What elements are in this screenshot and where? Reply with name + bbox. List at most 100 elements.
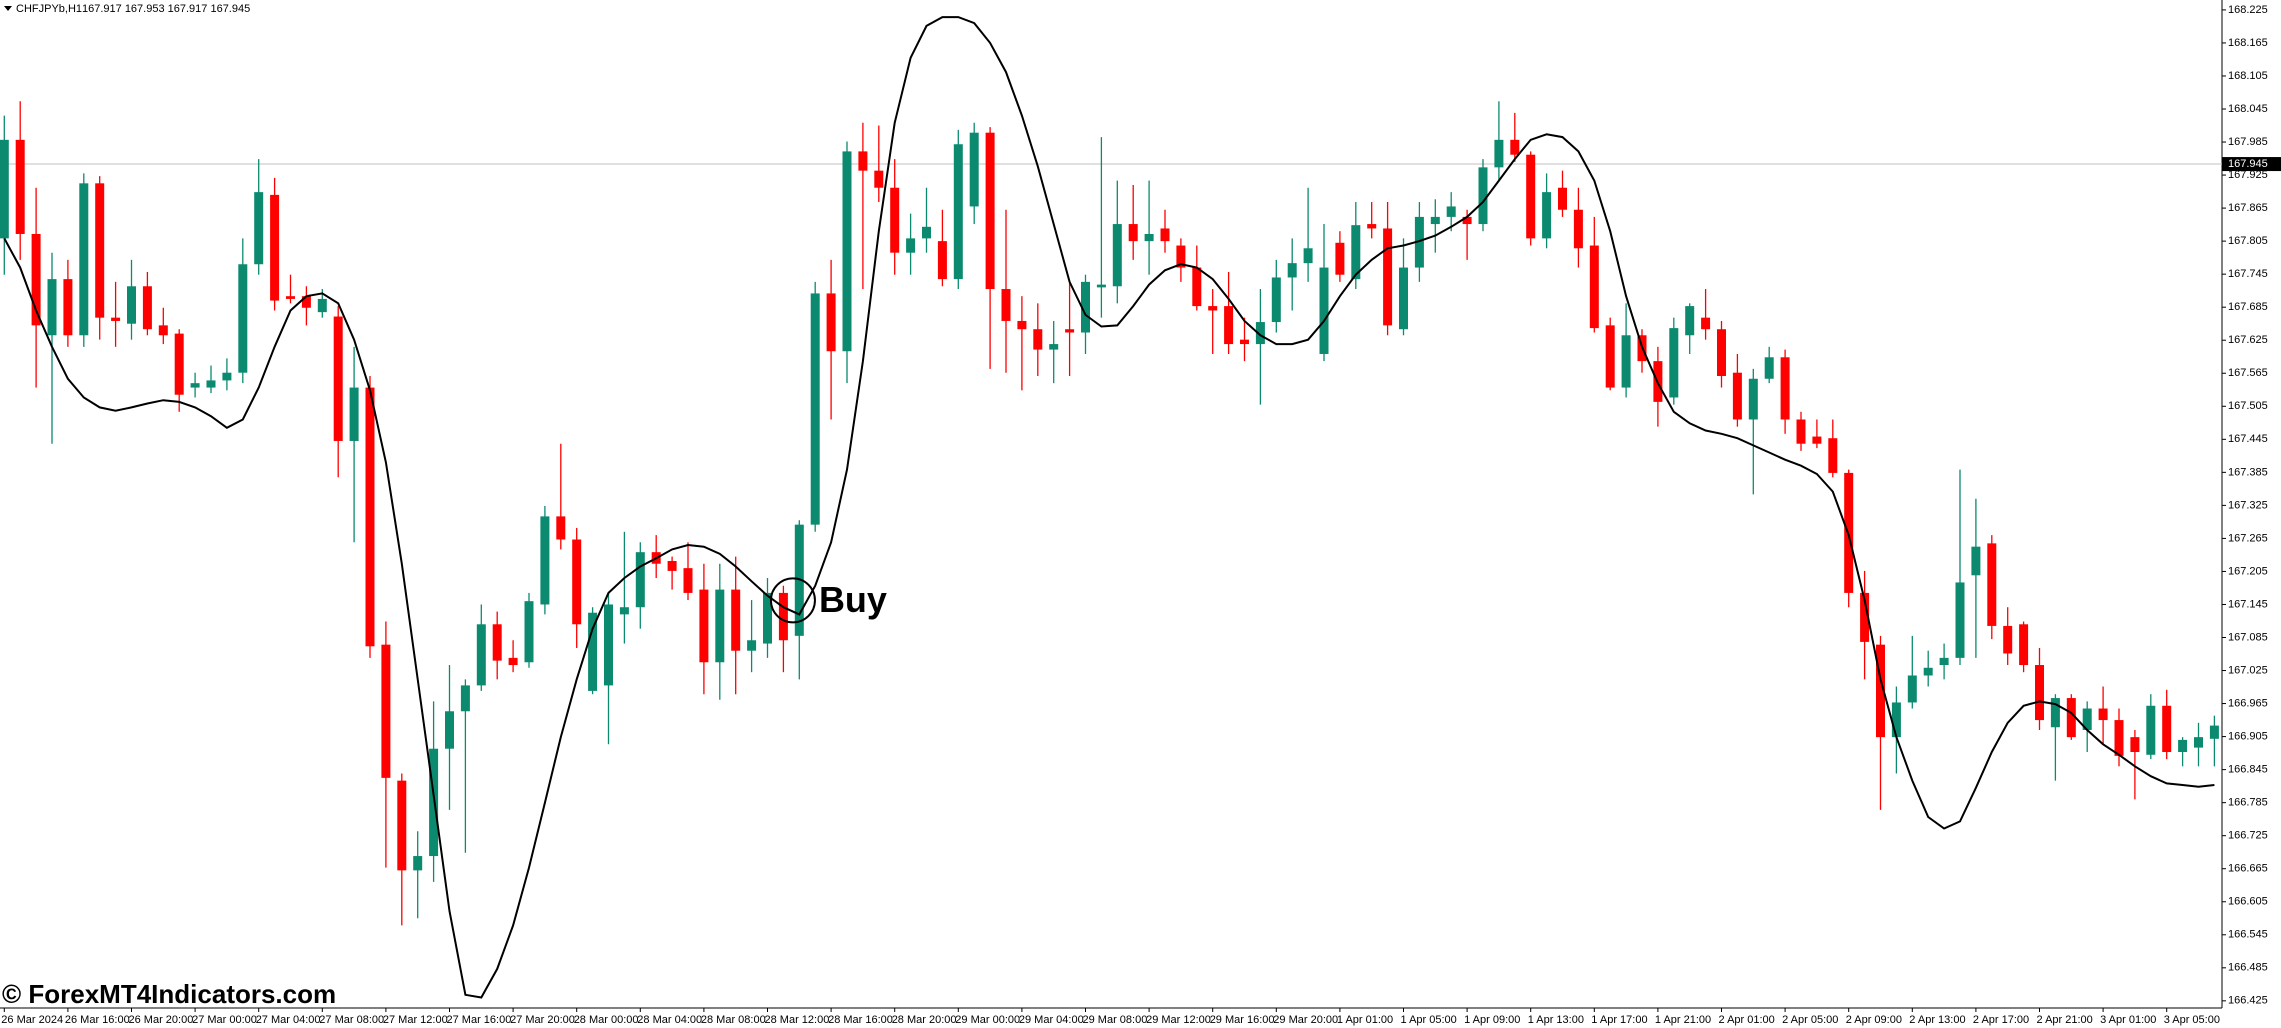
y-tick-label: 166.425 [2228,995,2268,1007]
y-tick-label: 166.725 [2228,830,2268,842]
candle-body [2114,720,2124,756]
candle-body [429,748,439,857]
candle-body [460,685,470,712]
candle-body [508,657,518,666]
candle-body [763,592,772,644]
x-tick-label: 29 Mar 20:00 [1273,1014,1338,1026]
x-tick-label: 29 Mar 12:00 [1146,1014,1211,1026]
x-tick-label: 27 Mar 20:00 [510,1014,575,1026]
y-tick-label: 168.045 [2228,103,2268,115]
candle-body [238,264,248,373]
x-tick-label: 29 Mar 16:00 [1210,1014,1275,1026]
candle-body [810,293,820,525]
candle-body [95,183,105,318]
candle-body [1573,209,1583,249]
candle-body [2146,705,2156,755]
candle-body [953,144,963,280]
candle-body [1001,289,1011,321]
candle-body [699,589,709,663]
x-tick-label: 2 Apr 01:00 [1719,1014,1775,1026]
candle-body [63,279,73,336]
candle-body [190,383,200,388]
candle-body [1685,306,1695,336]
candle-body [731,589,741,651]
candle-body [858,151,868,171]
y-tick-label: 166.485 [2228,962,2268,974]
candle-body [1430,216,1440,225]
watermark: © ForexMT4Indicators.com [2,979,336,1009]
candle-body [747,640,757,651]
candle-body [1446,206,1456,217]
candle-body [1732,372,1742,420]
x-tick-label: 29 Mar 04:00 [1019,1014,1084,1026]
candle-body [2209,725,2219,739]
y-tick-label: 166.905 [2228,731,2268,743]
candle-body [349,387,359,441]
y-tick-label: 167.925 [2228,169,2268,181]
candle-body [1414,216,1424,268]
x-tick-label: 26 Mar 16:00 [65,1014,130,1026]
candle-body [1780,357,1790,420]
y-tick-label: 167.745 [2228,268,2268,280]
y-tick-label: 167.685 [2228,301,2268,313]
ohlc-text: 167.917 167.953 167.917 167.945 [82,3,250,15]
candle-body [1621,335,1631,388]
candle-body [1605,325,1615,388]
x-tick-label: 1 Apr 13:00 [1528,1014,1584,1026]
x-tick-label: 27 Mar 08:00 [319,1014,384,1026]
x-tick-label: 1 Apr 21:00 [1655,1014,1711,1026]
candle-body [1526,154,1536,239]
y-tick-label: 167.325 [2228,499,2268,511]
y-tick-label: 167.865 [2228,202,2268,214]
candle-body [1764,357,1774,379]
candle-body [922,226,931,239]
candle-body [2130,737,2140,753]
candle-body [1987,543,1997,626]
x-tick-label: 28 Mar 08:00 [701,1014,766,1026]
current-price-box [2222,157,2281,172]
x-tick-label: 26 Mar 2024 [1,1014,63,1026]
y-tick-label: 166.665 [2228,863,2268,875]
y-tick-label: 166.845 [2228,764,2268,776]
candle-body [635,552,645,608]
y-tick-label: 168.165 [2228,37,2268,49]
candle-body [1208,306,1218,311]
y-tick-label: 167.805 [2228,235,2268,247]
candle-body [174,333,184,395]
candle-body [1176,245,1186,268]
symbol: CHFJPYb,H1 [16,3,82,15]
candle-body [1494,139,1504,168]
candle-body [1891,702,1901,738]
candle-body [1335,242,1345,275]
candle-body [2178,739,2188,753]
candle-body [874,170,884,188]
candle-body [397,780,407,871]
candle-body [2194,737,2203,748]
y-tick-label: 166.605 [2228,896,2268,908]
candle-body [1049,344,1059,350]
candle-body [1955,582,1965,658]
candle-body [2003,625,2013,654]
candle-body [1923,667,1933,676]
x-tick-label: 28 Mar 04:00 [637,1014,702,1026]
candle-body [365,387,375,647]
candle-body [2098,708,2108,721]
candle-body [1096,284,1106,288]
candle-body [1319,267,1329,354]
candle-body [1160,228,1170,242]
y-tick-label: 166.965 [2228,697,2268,709]
candle-body [890,187,900,253]
y-tick-label: 167.625 [2228,334,2268,346]
candle-body [142,286,152,330]
indicator-line [3,16,2215,999]
candle-body [31,233,41,326]
x-tick-label: 26 Mar 20:00 [129,1014,194,1026]
candle-body [667,560,677,571]
x-tick-label: 27 Mar 16:00 [447,1014,512,1026]
y-tick-label: 166.785 [2228,797,2268,809]
x-tick-label: 1 Apr 09:00 [1464,1014,1520,1026]
candle-body [333,316,343,441]
candle-body [270,194,280,301]
candle-body [985,132,995,290]
candle-body [222,372,232,381]
